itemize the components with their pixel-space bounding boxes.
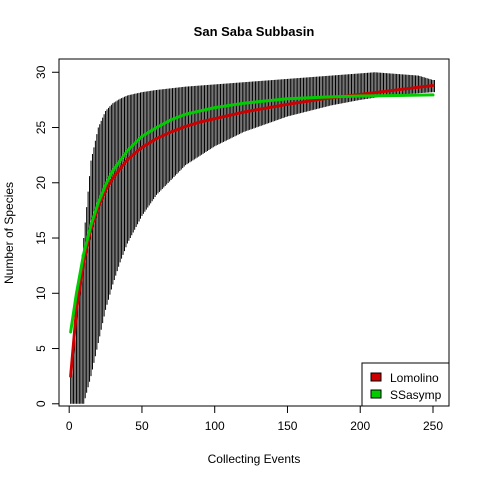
legend: Lomolino SSasymp bbox=[361, 362, 450, 407]
chart-title: San Saba Subbasin bbox=[194, 24, 315, 39]
x-tick-label: 250 bbox=[423, 419, 443, 433]
x-tick-label: 150 bbox=[277, 419, 297, 433]
x-tick-label: 50 bbox=[135, 419, 149, 433]
y-tick-label: 25 bbox=[34, 121, 48, 135]
y-tick-label: 10 bbox=[34, 286, 48, 300]
y-tick-label: 20 bbox=[34, 176, 48, 190]
y-axis-label: Number of Species bbox=[2, 182, 16, 284]
series-line-ssasymp bbox=[69, 93, 435, 334]
x-tick-label: 0 bbox=[66, 419, 73, 433]
y-tick-label: 15 bbox=[34, 231, 48, 245]
y-tick-label: 0 bbox=[34, 400, 48, 407]
fitted-curves bbox=[69, 84, 435, 378]
y-tick-label: 30 bbox=[34, 65, 48, 79]
y-axis: 0 5 10 15 20 25 30 bbox=[34, 65, 60, 407]
x-axis: 0 50 100 150 200 250 bbox=[66, 405, 443, 433]
legend-label-lomolino: Lomolino bbox=[390, 371, 439, 385]
legend-box bbox=[361, 362, 450, 407]
x-tick-label: 200 bbox=[350, 419, 370, 433]
legend-swatch-ssasymp bbox=[370, 389, 382, 399]
legend-label-ssasymp: SSasymp bbox=[390, 388, 442, 402]
x-tick-label: 100 bbox=[205, 419, 225, 433]
y-tick-label: 5 bbox=[34, 345, 48, 352]
legend-swatch-lomolino bbox=[370, 372, 382, 382]
x-axis-label: Collecting Events bbox=[208, 452, 301, 466]
